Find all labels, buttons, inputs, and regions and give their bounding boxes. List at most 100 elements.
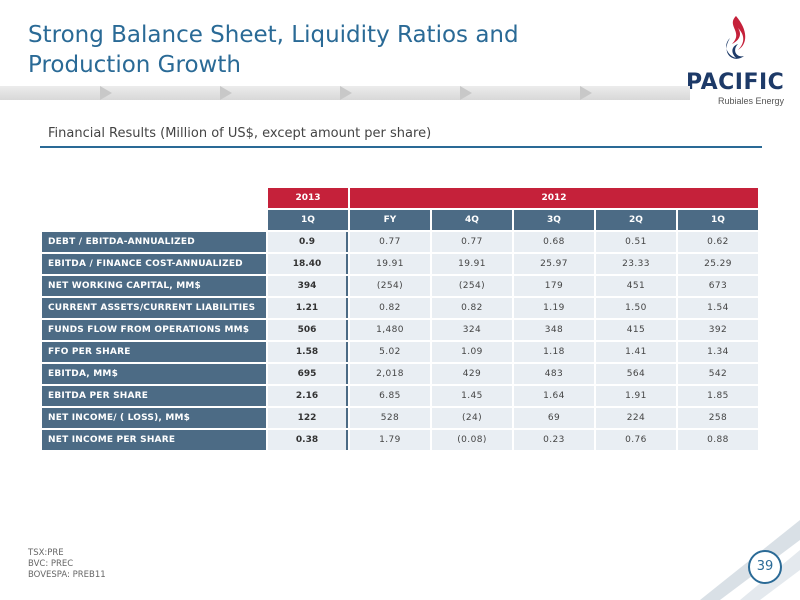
table-row: FFO PER SHARE 1.58 5.02 1.09 1.18 1.41 1…	[42, 342, 758, 362]
year-header-2013: 2013	[268, 188, 348, 208]
value-cell-2013: 18.40	[268, 254, 348, 274]
value-cell: 1.09	[432, 342, 512, 362]
value-cell: 2,018	[350, 364, 430, 384]
row-label: NET WORKING CAPITAL, MM$	[42, 276, 266, 296]
year-header-row: 2013 2012	[42, 188, 758, 208]
value-cell: 1.54	[678, 298, 758, 318]
ticker-footer: TSX:PRE BVC: PREC BOVESPA: PREB11	[28, 548, 106, 581]
value-cell: 0.88	[678, 430, 758, 450]
value-cell: 0.77	[432, 232, 512, 252]
value-cell-2013: 1.58	[268, 342, 348, 362]
logo-subtitle: Rubiales Energy	[717, 96, 784, 106]
value-cell: 25.97	[514, 254, 594, 274]
value-cell-2013: 506	[268, 320, 348, 340]
band-arrow	[580, 86, 592, 100]
ticker-line: BOVESPA: PREB11	[28, 570, 106, 580]
row-label: DEBT / EBITDA-ANNUALIZED	[42, 232, 266, 252]
value-cell: 429	[432, 364, 512, 384]
row-label: EBITDA, MM$	[42, 364, 266, 384]
section-title: Financial Results (Million of US$, excep…	[48, 126, 432, 141]
value-cell-2013: 122	[268, 408, 348, 428]
table-row: EBITDA PER SHARE 2.16 6.85 1.45 1.64 1.9…	[42, 386, 758, 406]
band-arrow	[340, 86, 352, 100]
value-cell: 1.85	[678, 386, 758, 406]
period-header: FY	[350, 210, 430, 230]
value-cell: 179	[514, 276, 594, 296]
value-cell: (254)	[432, 276, 512, 296]
value-cell: 392	[678, 320, 758, 340]
value-cell: 0.82	[432, 298, 512, 318]
row-label: FFO PER SHARE	[42, 342, 266, 362]
row-label: FUNDS FLOW FROM OPERATIONS MM$	[42, 320, 266, 340]
value-cell: 19.91	[350, 254, 430, 274]
value-cell: 1,480	[350, 320, 430, 340]
period-header: 1Q	[678, 210, 758, 230]
table-row: NET INCOME/ ( LOSS), MM$ 122 528 (24) 69…	[42, 408, 758, 428]
value-cell: 1.91	[596, 386, 676, 406]
value-cell: 0.51	[596, 232, 676, 252]
row-label: CURRENT ASSETS/CURRENT LIABILITIES	[42, 298, 266, 318]
value-cell: 0.76	[596, 430, 676, 450]
value-cell: 542	[678, 364, 758, 384]
logo-wordmark: PACIFIC	[686, 70, 785, 95]
value-cell: 69	[514, 408, 594, 428]
value-cell: (24)	[432, 408, 512, 428]
table-row: NET INCOME PER SHARE 0.38 1.79 (0.08) 0.…	[42, 430, 758, 450]
value-cell: 1.41	[596, 342, 676, 362]
value-cell: 1.18	[514, 342, 594, 362]
value-cell: 0.68	[514, 232, 594, 252]
value-cell: 25.29	[678, 254, 758, 274]
table-row: FUNDS FLOW FROM OPERATIONS MM$ 506 1,480…	[42, 320, 758, 340]
ticker-line: TSX:PRE	[28, 548, 64, 558]
value-cell-2013: 1.21	[268, 298, 348, 318]
value-cell-2013: 2.16	[268, 386, 348, 406]
value-cell-2013: 0.38	[268, 430, 348, 450]
empty-corner-cell	[42, 188, 266, 208]
period-header: 3Q	[514, 210, 594, 230]
value-cell: 1.45	[432, 386, 512, 406]
value-cell: 528	[350, 408, 430, 428]
value-cell: 673	[678, 276, 758, 296]
value-cell: 19.91	[432, 254, 512, 274]
pacific-rubiales-logo: PACIFIC Rubiales Energy	[686, 14, 786, 106]
value-cell-2013: 695	[268, 364, 348, 384]
value-cell: 6.85	[350, 386, 430, 406]
table-row: DEBT / EBITDA-ANNUALIZED 0.9 0.77 0.77 0…	[42, 232, 758, 252]
year-header-2012: 2012	[350, 188, 758, 208]
value-cell: 1.34	[678, 342, 758, 362]
value-cell-2013: 0.9	[268, 232, 348, 252]
value-cell: (254)	[350, 276, 430, 296]
section-divider	[40, 146, 762, 148]
value-cell: 5.02	[350, 342, 430, 362]
band-arrow	[220, 86, 232, 100]
ticker-line: BVC: PREC	[28, 559, 74, 569]
row-label: NET INCOME PER SHARE	[42, 430, 266, 450]
band-arrow	[460, 86, 472, 100]
value-cell: 224	[596, 408, 676, 428]
value-cell: 0.62	[678, 232, 758, 252]
table-row: EBITDA / FINANCE COST-ANNUALIZED 18.40 1…	[42, 254, 758, 274]
value-cell: 348	[514, 320, 594, 340]
period-header: 2Q	[596, 210, 676, 230]
financial-results-table: 2013 2012 1Q FY 4Q 3Q 2Q 1Q DEBT / EBITD…	[40, 186, 760, 452]
table-row: NET WORKING CAPITAL, MM$ 394 (254) (254)…	[42, 276, 758, 296]
value-cell: 1.19	[514, 298, 594, 318]
value-cell: 1.79	[350, 430, 430, 450]
value-cell: 564	[596, 364, 676, 384]
row-label: EBITDA / FINANCE COST-ANNUALIZED	[42, 254, 266, 274]
slide-title: Strong Balance Sheet, Liquidity Ratios a…	[28, 22, 519, 78]
period-header: 4Q	[432, 210, 512, 230]
value-cell: 258	[678, 408, 758, 428]
empty-corner-cell	[42, 210, 266, 230]
value-cell: 1.64	[514, 386, 594, 406]
value-cell: 451	[596, 276, 676, 296]
page-number: 39	[748, 550, 782, 584]
period-header: 1Q	[268, 210, 348, 230]
table-row: CURRENT ASSETS/CURRENT LIABILITIES 1.21 …	[42, 298, 758, 318]
value-cell: 1.50	[596, 298, 676, 318]
value-cell: 415	[596, 320, 676, 340]
value-cell: 0.23	[514, 430, 594, 450]
value-cell: 0.77	[350, 232, 430, 252]
value-cell: 483	[514, 364, 594, 384]
value-cell: 324	[432, 320, 512, 340]
